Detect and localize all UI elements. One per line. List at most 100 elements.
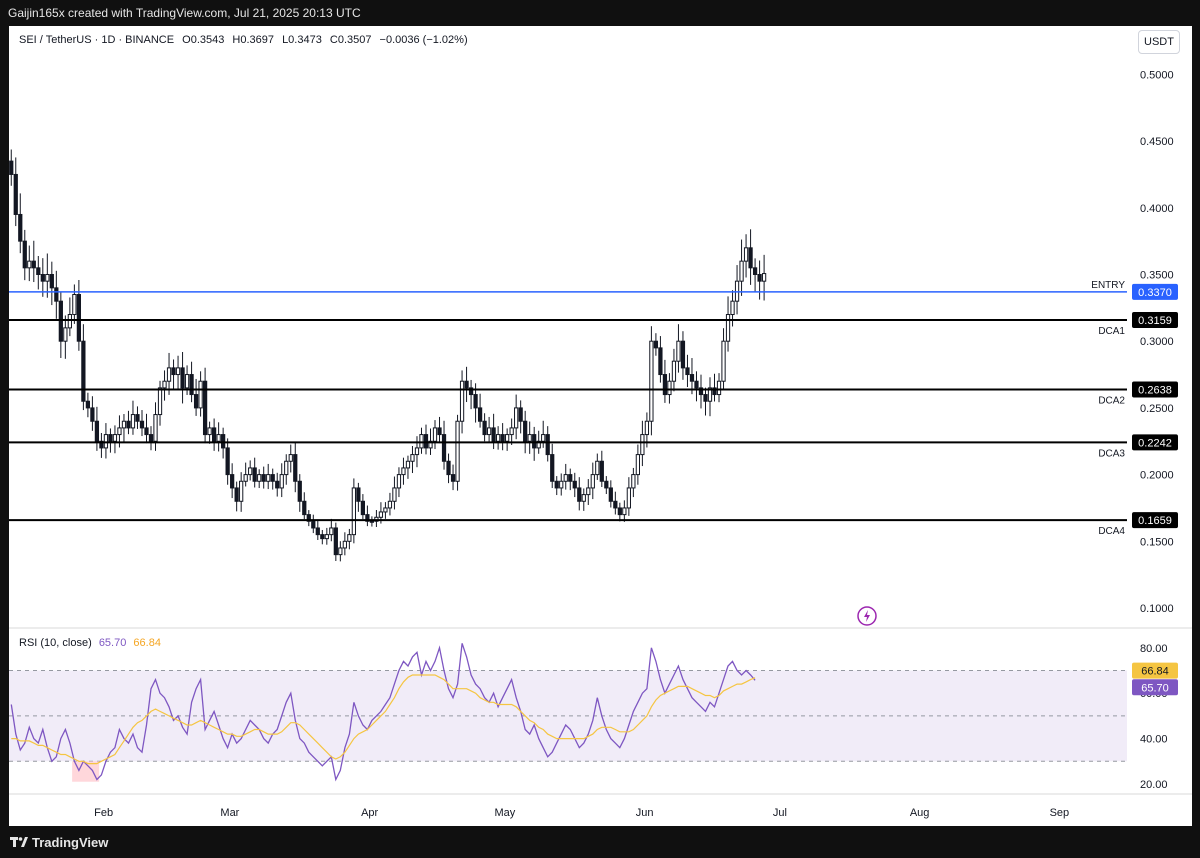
tradingview-logo-icon[interactable] [10,835,28,849]
low-value: L0.3473 [282,34,322,46]
currency-button[interactable]: USDT [1138,30,1180,54]
candle-body [293,454,298,482]
time-tick-label: Apr [361,807,378,819]
candle-body [401,467,406,476]
candle [54,270,59,319]
candle-body [653,340,659,349]
candle [130,400,136,435]
chart-frame[interactable]: ENTRY DCA1 DCA2 DCA3 DCA4 0.3370 0.3159 0.2638… [9,26,1192,826]
candle-body [680,340,686,369]
candle-body [730,300,735,316]
candle-body [180,367,185,389]
candle [496,426,501,450]
candle-body [257,474,262,482]
candle [752,258,758,293]
lightning-icon [857,606,877,626]
candle-body [311,520,316,529]
change-value: −0.0036 (−1.02%) [379,34,468,46]
candle-body [437,427,442,436]
candle-body [329,527,334,536]
candle-body [617,507,622,516]
candle [356,482,361,512]
candle-body [486,427,492,436]
candle-body [640,434,645,456]
candle-body [405,460,411,469]
chart-canvas[interactable]: ENTRY DCA1 DCA2 DCA3 DCA4 0.3370 0.3159 0.2638… [9,26,1192,826]
candle [626,477,631,516]
candle [590,462,595,500]
candle [67,297,72,337]
candle-body [207,427,212,436]
candle-body [604,480,609,489]
symbol-name[interactable]: SEI / TetherUS · 1D · BINANCE [19,34,175,46]
rsi-value: 65.70 [98,637,127,649]
candle [239,472,244,512]
candle-body [644,420,650,436]
candle [532,426,537,461]
candle-body [40,274,45,282]
price-axis: 0.3370 0.3159 0.2638 0.2242 0.1659 0.5000 0.45… [1132,69,1178,791]
level-tag-dca2 [1132,381,1178,398]
candle [423,424,429,455]
candle [139,410,145,437]
candle-body [72,294,77,316]
candle-body [541,434,546,442]
candle [482,413,487,442]
candle [586,479,591,505]
candle-body [94,420,100,442]
candle-body [198,380,203,409]
candle-body [248,467,253,476]
candle [347,528,352,550]
candle [446,453,451,484]
candle [360,494,366,520]
rsi-legend: RSI (10, close) 65.70 66.84 [19,637,161,649]
candle-body [193,394,199,409]
candle-body [76,294,81,342]
candle [315,519,320,541]
candle-body [378,511,384,518]
candle-body [324,534,329,540]
candle-body [694,380,699,389]
candle-body [234,487,239,502]
candle-body [554,480,559,489]
candle [293,441,298,493]
candle-body [703,394,708,402]
level-value-entry: 0.3370 [1138,287,1172,299]
candle-body [689,374,695,382]
level-name-dca3: DCA3 [1098,448,1125,459]
candle [333,522,338,561]
candle-body [230,474,235,489]
level-value-dca3: 0.2242 [1138,437,1172,449]
candle-body [166,367,172,382]
candle-body [211,427,217,442]
rsi-label[interactable]: RSI (10, close) [19,637,92,649]
candle-body [383,507,388,513]
price-tick-label: 0.5000 [1140,69,1174,81]
candle [351,478,356,544]
candle [613,491,618,515]
candle-body [184,374,190,389]
time-tick-label: Sep [1050,807,1070,819]
candle-body [22,240,27,269]
candle [338,541,343,562]
candle-body [126,420,131,429]
candle-body [108,434,113,442]
candle-body [144,427,149,436]
candle [108,428,113,453]
candle-body [739,260,744,282]
candle [184,365,190,395]
candle-body [563,474,568,482]
level-name-dca1: DCA1 [1098,326,1125,337]
candle-body [505,434,510,442]
symbol-legend: SEI / TetherUS · 1D · BINANCE O0.3543 H0… [19,34,473,46]
tradingview-brand[interactable]: TradingView [32,835,109,850]
candle [320,529,325,545]
candle [649,326,654,436]
candle [162,370,167,401]
candle [81,324,86,411]
rsi-oversold-fill [72,761,100,782]
price-pane: ENTRY DCA1 DCA2 DCA3 DCA4 [9,149,1192,629]
candle-body [477,407,483,422]
candle-body [67,314,72,329]
candle [58,292,63,359]
